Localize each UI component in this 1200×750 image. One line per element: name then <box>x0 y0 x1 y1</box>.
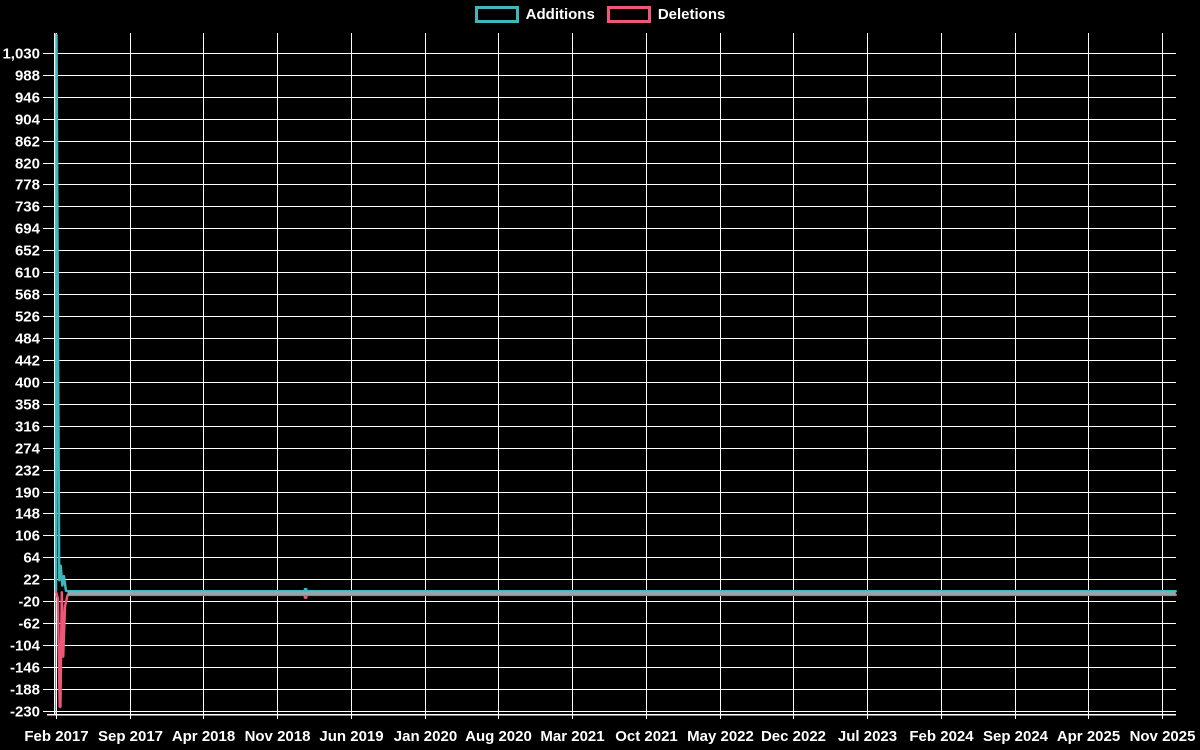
x-axis-label: Mar 2021 <box>540 728 604 745</box>
deletions-line[interactable] <box>54 590 1177 708</box>
y-axis-label: 484 <box>15 331 41 348</box>
y-axis-label: -146 <box>10 660 40 677</box>
chart-legend: Additions Deletions <box>0 6 1200 23</box>
y-axis-label: 274 <box>15 441 41 458</box>
deletions-swatch-icon <box>606 6 651 23</box>
y-axis-label: -104 <box>10 638 41 655</box>
y-axis-label: 694 <box>15 221 41 238</box>
y-axis-label: 22 <box>23 572 40 589</box>
x-axis-label: Jan 2020 <box>394 728 457 745</box>
y-axis-label: 442 <box>15 353 40 370</box>
additions-line[interactable] <box>54 33 1177 593</box>
x-axis-label: Feb 2017 <box>24 728 88 745</box>
legend-item-deletions[interactable]: Deletions <box>606 6 726 23</box>
deletions-legend-label: Deletions <box>657 6 726 23</box>
y-axis-label: -20 <box>18 594 40 611</box>
y-axis-label: 862 <box>15 134 40 151</box>
y-axis-label: 190 <box>15 485 40 502</box>
x-axis-label: Aug 2020 <box>465 728 532 745</box>
y-axis-label: 232 <box>15 463 40 480</box>
y-axis-label: 358 <box>15 397 40 414</box>
y-axis-label: 736 <box>15 199 40 216</box>
x-axis-label: Dec 2022 <box>761 728 826 745</box>
x-axis-label: Feb 2024 <box>909 728 974 745</box>
y-axis-label: 610 <box>15 265 40 282</box>
y-axis-label: 148 <box>15 506 40 523</box>
additions-swatch-icon <box>474 6 519 23</box>
y-axis-label: 778 <box>15 177 40 194</box>
x-axis-label: Nov 2025 <box>1130 728 1196 745</box>
legend-item-additions[interactable]: Additions <box>474 6 595 23</box>
deletions-marker-dot[interactable] <box>303 595 308 599</box>
x-axis-label: Sep 2017 <box>98 728 163 745</box>
y-axis-label: -62 <box>18 616 40 633</box>
x-axis-label: Jul 2023 <box>838 728 897 745</box>
y-axis-label: 946 <box>15 90 40 107</box>
x-axis-label: Apr 2025 <box>1057 728 1120 745</box>
y-axis-label: 526 <box>15 309 40 326</box>
y-axis-label: -188 <box>10 682 40 699</box>
y-axis-label: 316 <box>15 419 40 436</box>
x-axis-label: Nov 2018 <box>245 728 311 745</box>
y-axis-label: 652 <box>15 243 40 260</box>
x-axis-label: May 2022 <box>687 728 754 745</box>
x-axis-label: Jun 2019 <box>319 728 383 745</box>
x-axis-label: Apr 2018 <box>172 728 235 745</box>
y-axis-label: 1,030 <box>2 46 40 63</box>
y-axis-label: 64 <box>23 550 40 567</box>
additions-marker-dot[interactable] <box>303 587 308 592</box>
y-axis-label: 820 <box>15 156 40 173</box>
additions-legend-label: Additions <box>525 6 595 23</box>
y-axis-label: 904 <box>15 112 41 129</box>
y-axis-label: 988 <box>15 68 40 85</box>
y-axis-label: 106 <box>15 528 40 545</box>
x-axis-label: Sep 2024 <box>983 728 1049 745</box>
y-axis-label: 568 <box>15 287 40 304</box>
y-axis-label: -230 <box>10 704 40 721</box>
x-axis-label: Oct 2021 <box>615 728 678 745</box>
y-axis-label: 400 <box>15 375 40 392</box>
